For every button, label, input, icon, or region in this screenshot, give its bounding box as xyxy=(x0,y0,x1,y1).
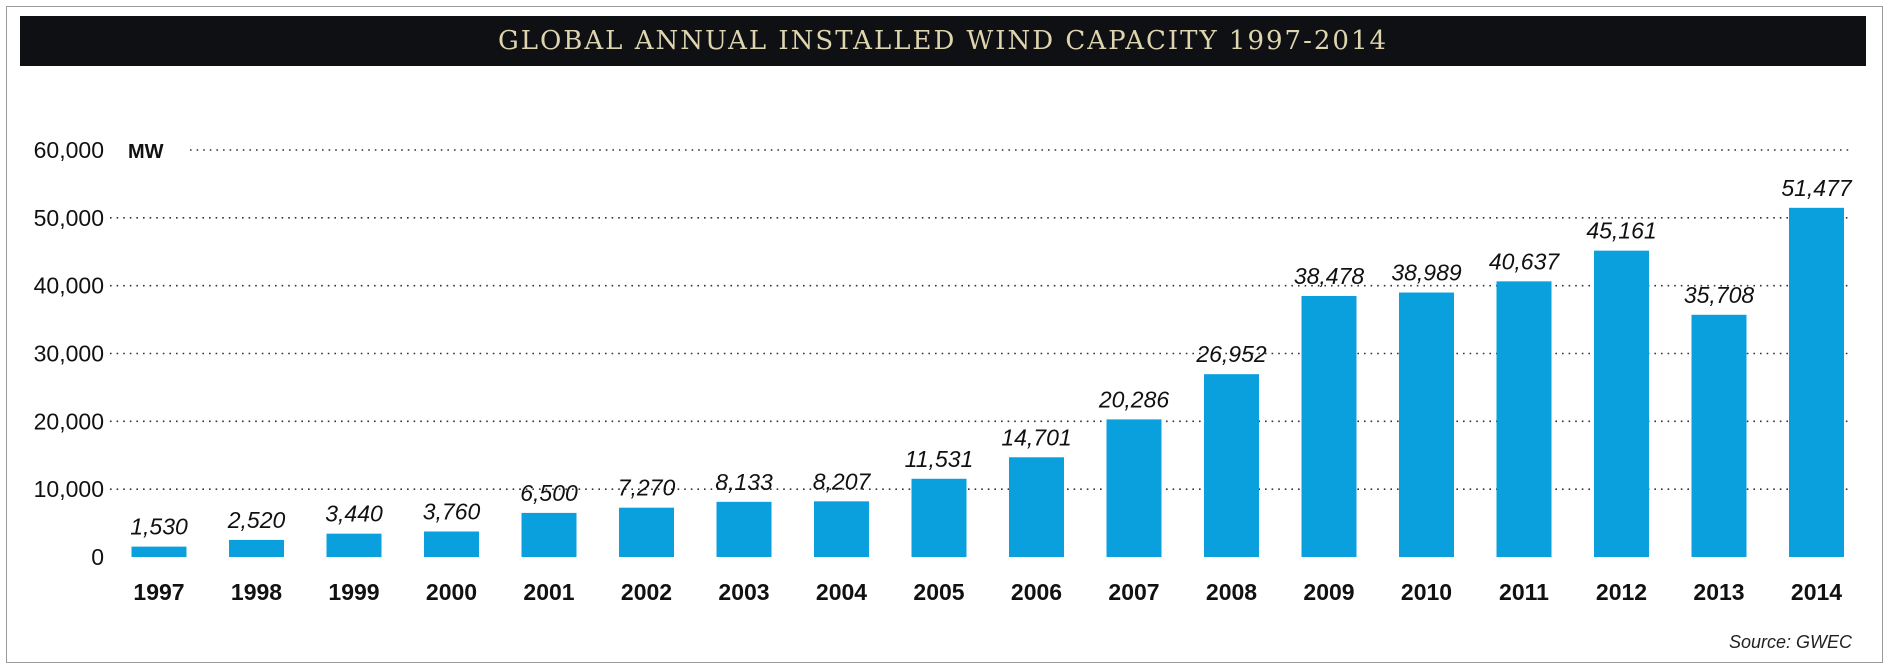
y-tick-label: 50,000 xyxy=(34,205,104,231)
x-tick-label: 2008 xyxy=(1206,579,1257,605)
x-tick-label: 2014 xyxy=(1791,579,1842,605)
title-bar: GLOBAL ANNUAL INSTALLED WIND CAPACITY 19… xyxy=(20,16,1866,66)
data-label: 26,952 xyxy=(1195,341,1267,367)
grid-lines xyxy=(110,149,1850,490)
data-label: 20,286 xyxy=(1098,386,1170,412)
value-labels: 1,530 2,520 3,440 3,760 6,500 7,270 8,133 8,207… xyxy=(130,175,1853,540)
x-tick-label: 2000 xyxy=(426,579,477,605)
y-tick-label: 0 xyxy=(91,544,104,570)
x-tick-label: 2003 xyxy=(718,579,769,605)
data-label: 40,637 xyxy=(1489,248,1561,274)
bar-2007 xyxy=(1106,419,1162,557)
x-tick-label: 1997 xyxy=(133,579,184,605)
x-tick-label: 2009 xyxy=(1303,579,1354,605)
bar-2004 xyxy=(814,501,869,557)
x-tick-label: 2004 xyxy=(816,579,867,605)
x-tick-label: 2005 xyxy=(913,579,964,605)
y-tick-label: 30,000 xyxy=(34,341,104,367)
data-label: 14,701 xyxy=(1001,424,1071,450)
x-tick-label: 2006 xyxy=(1011,579,1062,605)
x-tick-label: 2012 xyxy=(1596,579,1647,605)
bar-2006 xyxy=(1009,457,1064,557)
bar-2005 xyxy=(911,478,967,557)
source-note: Source: GWEC xyxy=(1729,632,1853,652)
bar-2000 xyxy=(424,531,479,557)
data-label: 38,989 xyxy=(1391,260,1462,286)
x-axis: 1997 1998 1999 2000 2001 2002 2003 2004 2005 2006… xyxy=(133,579,1842,605)
y-tick-label: 10,000 xyxy=(34,476,104,502)
chart-title: GLOBAL ANNUAL INSTALLED WIND CAPACITY 19… xyxy=(497,26,1389,56)
bar-1997 xyxy=(131,546,187,557)
bar-2012 xyxy=(1594,250,1649,557)
x-tick-label: 2007 xyxy=(1108,579,1159,605)
x-tick-label: 2013 xyxy=(1693,579,1744,605)
y-tick-label: 60,000 xyxy=(34,137,104,163)
data-label: 8,207 xyxy=(813,468,872,494)
x-tick-label: 1998 xyxy=(231,579,282,605)
bar-2001 xyxy=(521,512,577,557)
data-label: 3,440 xyxy=(325,501,383,527)
bar-2003 xyxy=(716,501,772,557)
bar-2008 xyxy=(1204,374,1259,557)
x-tick-label: 2001 xyxy=(523,579,574,605)
bars xyxy=(131,207,1844,558)
y-unit-label: MW xyxy=(128,141,164,163)
x-tick-label: 1999 xyxy=(328,579,379,605)
y-axis: 0 10,000 20,000 30,000 40,000 50,000 60,000 xyxy=(34,137,104,570)
data-label: 8,133 xyxy=(715,469,773,495)
data-label: 3,760 xyxy=(423,498,481,524)
bar-2014 xyxy=(1789,207,1844,558)
y-tick-label: 40,000 xyxy=(34,273,104,299)
bar-2002 xyxy=(619,507,674,557)
data-label: 6,500 xyxy=(520,480,578,506)
bar-1999 xyxy=(326,533,382,557)
data-label: 51,477 xyxy=(1781,175,1853,201)
data-label: 35,708 xyxy=(1684,282,1755,308)
bar-2009 xyxy=(1301,295,1357,557)
data-label: 1,530 xyxy=(130,514,188,540)
x-tick-label: 2010 xyxy=(1401,579,1452,605)
bar-2011 xyxy=(1496,281,1552,557)
data-label: 2,520 xyxy=(227,507,286,533)
x-tick-label: 2011 xyxy=(1499,579,1549,605)
data-label: 11,531 xyxy=(905,446,974,472)
bar-1998 xyxy=(229,539,284,557)
bar-2013 xyxy=(1691,314,1747,557)
x-tick-label: 2002 xyxy=(621,579,672,605)
y-tick-label: 20,000 xyxy=(34,408,104,434)
data-label: 7,270 xyxy=(618,475,676,501)
data-label: 45,161 xyxy=(1586,218,1656,244)
bar-2010 xyxy=(1399,292,1454,557)
data-label: 38,478 xyxy=(1294,263,1365,289)
